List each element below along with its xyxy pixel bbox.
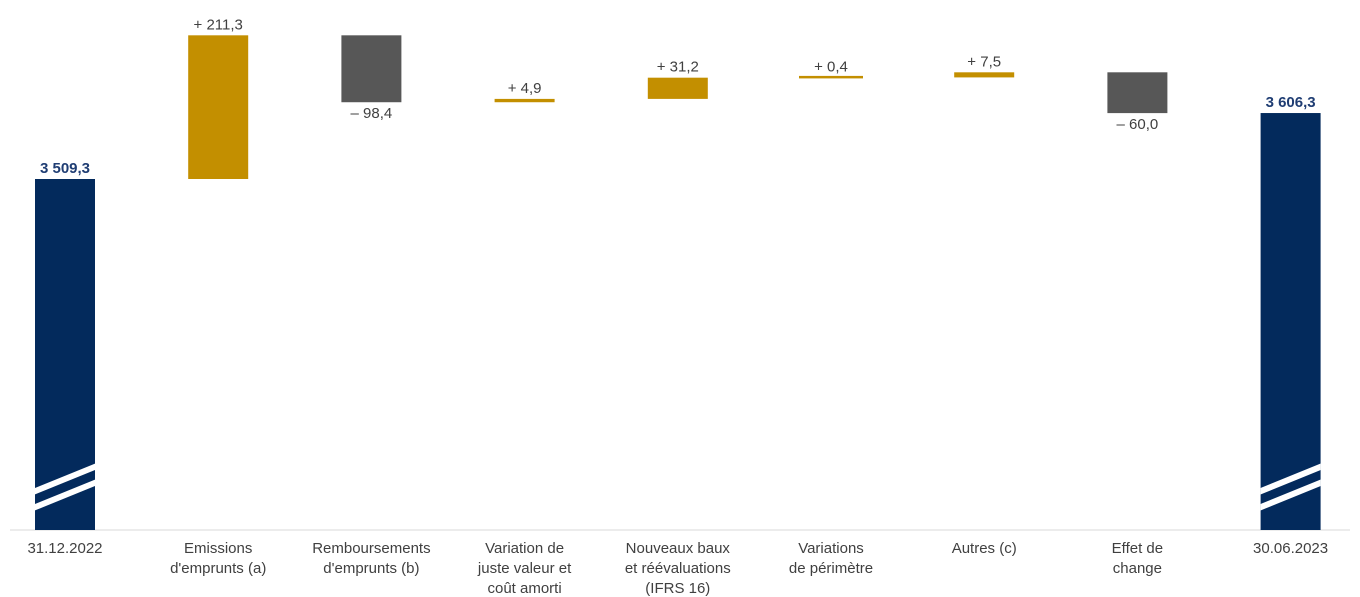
total-value-label: 3 509,3 <box>40 160 90 177</box>
category-label-line: 31.12.2022 <box>27 540 102 557</box>
axis-break-stripe <box>35 463 95 495</box>
category-label: Remboursements d'emprunts (b) <box>312 540 430 577</box>
category-label-line: et réévaluations <box>625 560 731 577</box>
category-label-line: Effet de <box>1112 540 1163 557</box>
delta-value-label: – 60,0 <box>1117 116 1159 133</box>
delta-value-label: + 4,9 <box>508 80 542 97</box>
increase-bar <box>188 35 249 180</box>
category-label-line: Autres (c) <box>952 540 1017 557</box>
category-label-line: Remboursements <box>312 540 430 557</box>
category-label-line: d'emprunts (b) <box>323 560 419 577</box>
decrease-bar <box>341 35 402 103</box>
total-bar <box>1260 113 1321 530</box>
delta-value-label: – 98,4 <box>351 105 393 122</box>
category-label-line: d'emprunts (a) <box>170 560 266 577</box>
category-label-line: coût amorti <box>487 580 561 597</box>
category-label: Autres (c) <box>952 540 1017 557</box>
axis-break-stripe <box>1260 463 1321 495</box>
category-label-line: Emissions <box>184 540 252 557</box>
delta-value-label: + 0,4 <box>814 58 848 75</box>
total-value-label: 3 606,3 <box>1266 94 1316 111</box>
increase-bar <box>647 77 708 99</box>
delta-value-label: + 211,3 <box>194 16 243 33</box>
category-label-line: juste valeur et <box>477 560 572 577</box>
category-label-line: 30.06.2023 <box>1253 540 1328 557</box>
category-label: Variations de périmètre <box>789 540 873 577</box>
category-label-line: Variation de <box>485 540 564 557</box>
category-label-line: Variations <box>798 540 864 557</box>
delta-value-label: + 31,2 <box>657 59 699 76</box>
category-label-line: change <box>1113 560 1162 577</box>
increase-bar <box>954 72 1015 78</box>
category-label: Nouveaux baux et réévaluations (IFRS 16) <box>625 540 731 597</box>
category-label-line: Nouveaux baux <box>626 540 731 557</box>
decrease-bar <box>1107 72 1168 114</box>
category-label: Variation de juste valeur et coût amorti <box>477 540 572 597</box>
category-label: 31.12.2022 <box>27 540 102 557</box>
category-label-line: (IFRS 16) <box>645 580 710 597</box>
delta-value-label: + 7,5 <box>967 53 1001 70</box>
category-label: Effet de change <box>1112 540 1163 577</box>
category-label: 30.06.2023 <box>1253 540 1328 557</box>
increase-bar <box>799 75 863 79</box>
increase-bar <box>494 98 555 103</box>
category-label: Emissions d'emprunts (a) <box>170 540 266 577</box>
axis-break-stripe <box>1260 479 1321 511</box>
axis-break-stripe <box>35 479 95 511</box>
category-label-line: de périmètre <box>789 560 873 577</box>
